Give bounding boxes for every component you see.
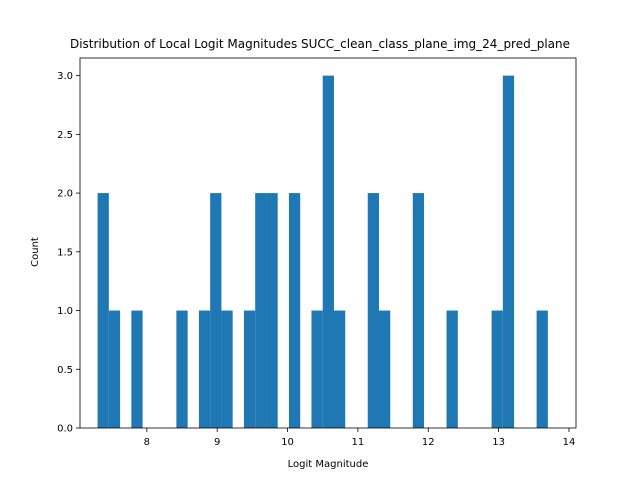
y-tick-label: 1.5 xyxy=(57,247,73,258)
x-tick-label: 13 xyxy=(492,437,505,448)
y-axis-label: Count xyxy=(30,237,41,267)
histogram-bar-17 xyxy=(446,310,458,428)
histogram-bar-4 xyxy=(198,310,211,428)
histogram-bar-7 xyxy=(243,310,256,428)
bars-group xyxy=(97,75,548,428)
histogram-bar-5 xyxy=(210,193,222,428)
histogram-bar-14 xyxy=(367,193,380,428)
x-tick-label: 14 xyxy=(563,437,576,448)
histogram-bar-13 xyxy=(333,310,346,428)
histogram-bar-1 xyxy=(108,310,121,428)
x-tick-label: 8 xyxy=(144,437,150,448)
histogram-bar-6 xyxy=(221,310,233,428)
y-tick-label: 0.0 xyxy=(57,424,73,435)
histogram-bar-2 xyxy=(131,310,143,428)
histogram-bar-3 xyxy=(176,310,188,428)
plot-frame xyxy=(79,57,577,429)
y-tick-label: 3.0 xyxy=(57,71,73,82)
y-tick-label: 0.5 xyxy=(57,365,73,376)
y-axis-ticks: 0.0 0.5 1.0 1.5 2.0 2.5 3.0 xyxy=(57,71,80,435)
histogram-bar-12 xyxy=(322,75,334,428)
histogram-bar-0 xyxy=(97,193,109,428)
x-axis-label: Logit Magnitude xyxy=(288,459,369,470)
histogram-bar-19 xyxy=(502,75,515,428)
histogram-bar-15 xyxy=(379,310,391,428)
chart-title: Distribution of Local Logit Magnitudes S… xyxy=(70,37,570,51)
histogram-bar-16 xyxy=(412,193,425,428)
y-tick-label: 2.0 xyxy=(57,189,73,200)
x-tick-label: 11 xyxy=(352,437,365,448)
y-tick-label: 1.0 xyxy=(57,306,73,317)
histogram-bar-8 xyxy=(255,193,267,428)
histogram-bar-18 xyxy=(491,310,503,428)
histogram-bar-10 xyxy=(288,193,301,428)
y-tick-label: 2.5 xyxy=(57,130,73,141)
x-axis-ticks: 8 9 10 11 12 13 14 xyxy=(144,428,576,448)
histogram-bar-20 xyxy=(536,310,548,428)
histogram-bar-11 xyxy=(311,310,323,428)
x-tick-label: 10 xyxy=(281,437,294,448)
x-tick-label: 12 xyxy=(422,437,435,448)
histogram-bar-9 xyxy=(266,193,278,428)
x-tick-label: 9 xyxy=(214,437,220,448)
